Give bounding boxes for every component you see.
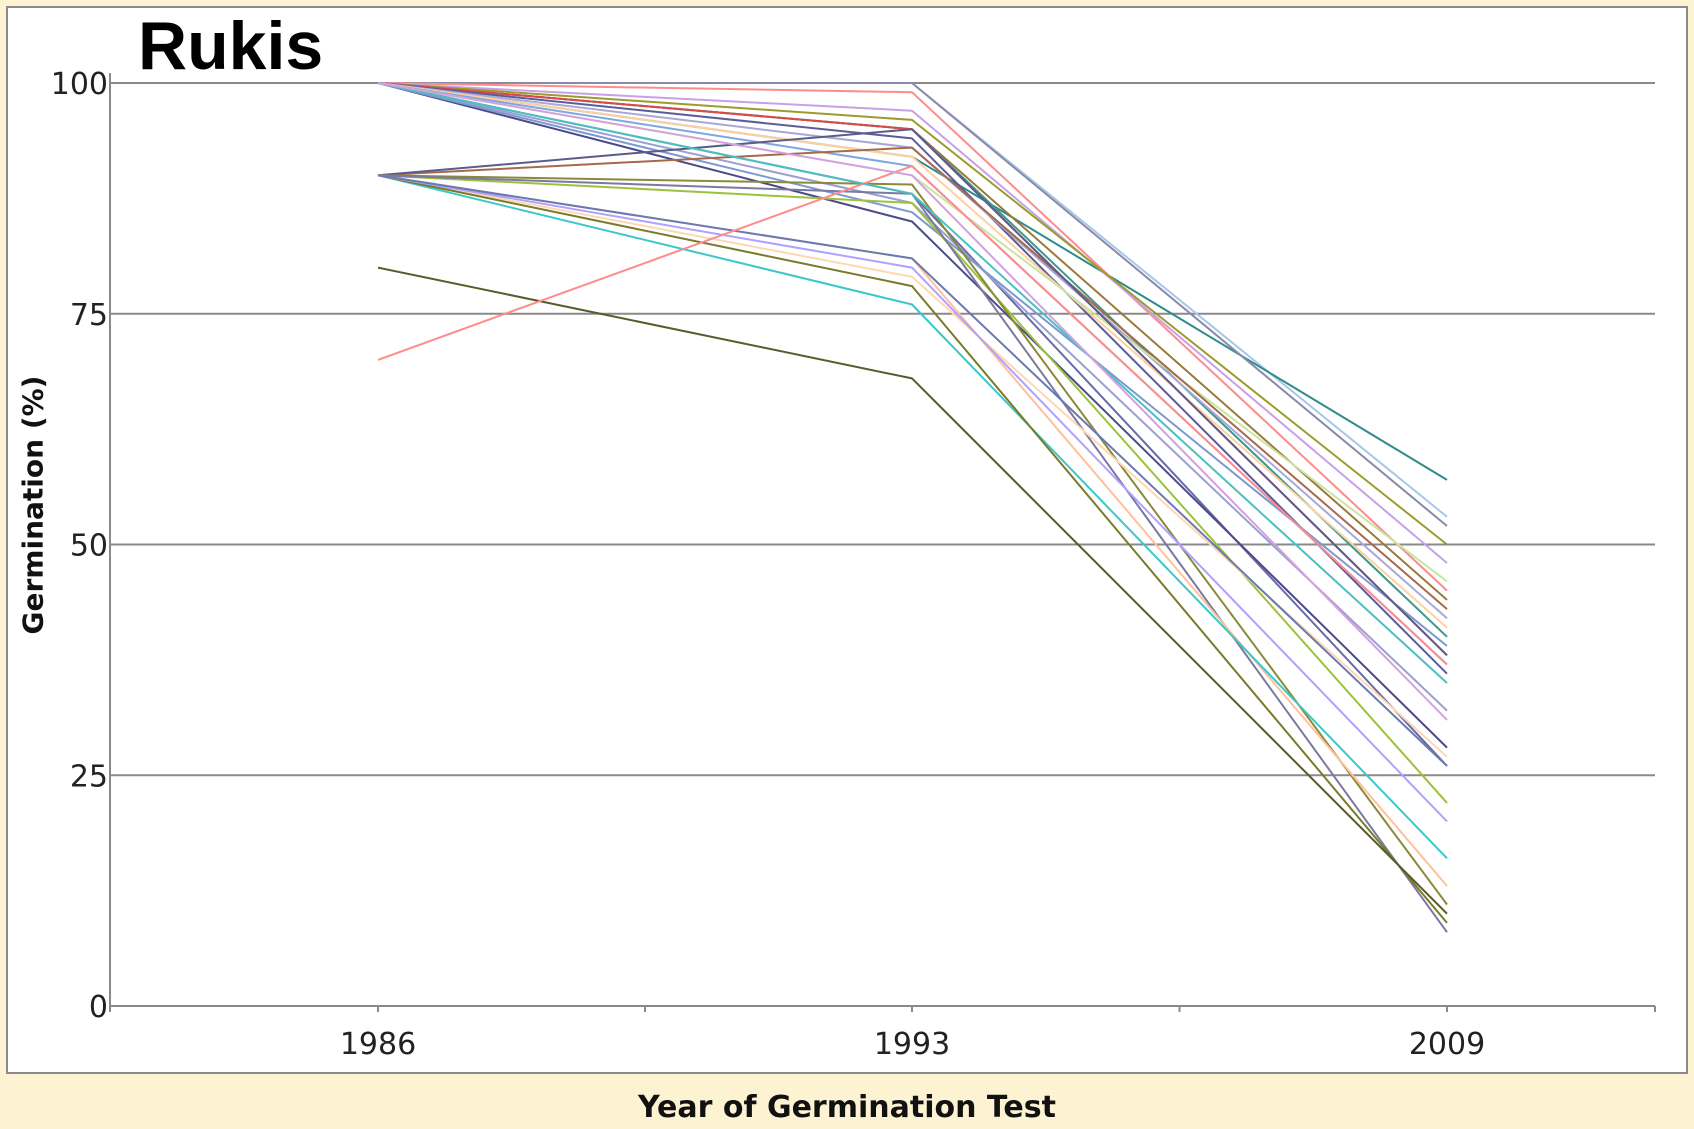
series-line-26 — [377, 174, 1448, 859]
series-line-29 — [377, 174, 1448, 767]
series-line-24 — [377, 174, 1448, 887]
y-tick-label-50: 50 — [70, 529, 108, 564]
series-line-30 — [377, 266, 1448, 915]
series-line-25 — [377, 174, 1448, 758]
series-line-22 — [377, 174, 1448, 906]
y-tick-label-25: 25 — [70, 759, 108, 794]
y-tick-label-0: 0 — [89, 990, 108, 1025]
series-line-18 — [377, 82, 1448, 647]
x-tick-label-1986: 1986 — [340, 1027, 416, 1062]
series-lines — [377, 82, 1448, 933]
chart-title: Rukis — [138, 8, 324, 84]
series-line-33 — [377, 82, 1448, 721]
series-line-3 — [378, 82, 1448, 527]
series-line-5 — [377, 82, 1448, 564]
y-tick-label-100: 100 — [51, 67, 108, 102]
series-line-9 — [377, 82, 1448, 657]
series-line-19 — [377, 146, 1448, 610]
series-line-23 — [377, 174, 1448, 933]
y-tick-label-75: 75 — [70, 298, 108, 333]
x-tick-label-2009: 2009 — [1409, 1027, 1485, 1062]
series-line-31 — [377, 165, 1448, 666]
series-line-28 — [377, 174, 1448, 823]
series-line-32 — [377, 82, 1448, 684]
series-line-20 — [377, 128, 1448, 657]
series-line-21 — [377, 174, 1448, 804]
series-line-11 — [377, 82, 1448, 620]
series-line-2 — [377, 82, 1448, 481]
series-line-27 — [377, 174, 1448, 924]
x-axis-title: Year of Germination Test — [638, 1090, 1056, 1125]
series-line-12 — [377, 82, 1448, 629]
series-line-4 — [377, 82, 1448, 592]
tick-labels: 0 25 50 75 100 1986 1993 2009 — [51, 67, 1485, 1062]
series-line-17 — [377, 82, 1448, 749]
series-line-13 — [377, 82, 1448, 666]
series-line-10 — [377, 82, 1448, 675]
axes — [109, 73, 1656, 1012]
y-axis-title: Germination (%) — [16, 375, 50, 635]
series-line-6 — [377, 82, 1448, 546]
x-tick-label-1993: 1993 — [874, 1027, 950, 1062]
